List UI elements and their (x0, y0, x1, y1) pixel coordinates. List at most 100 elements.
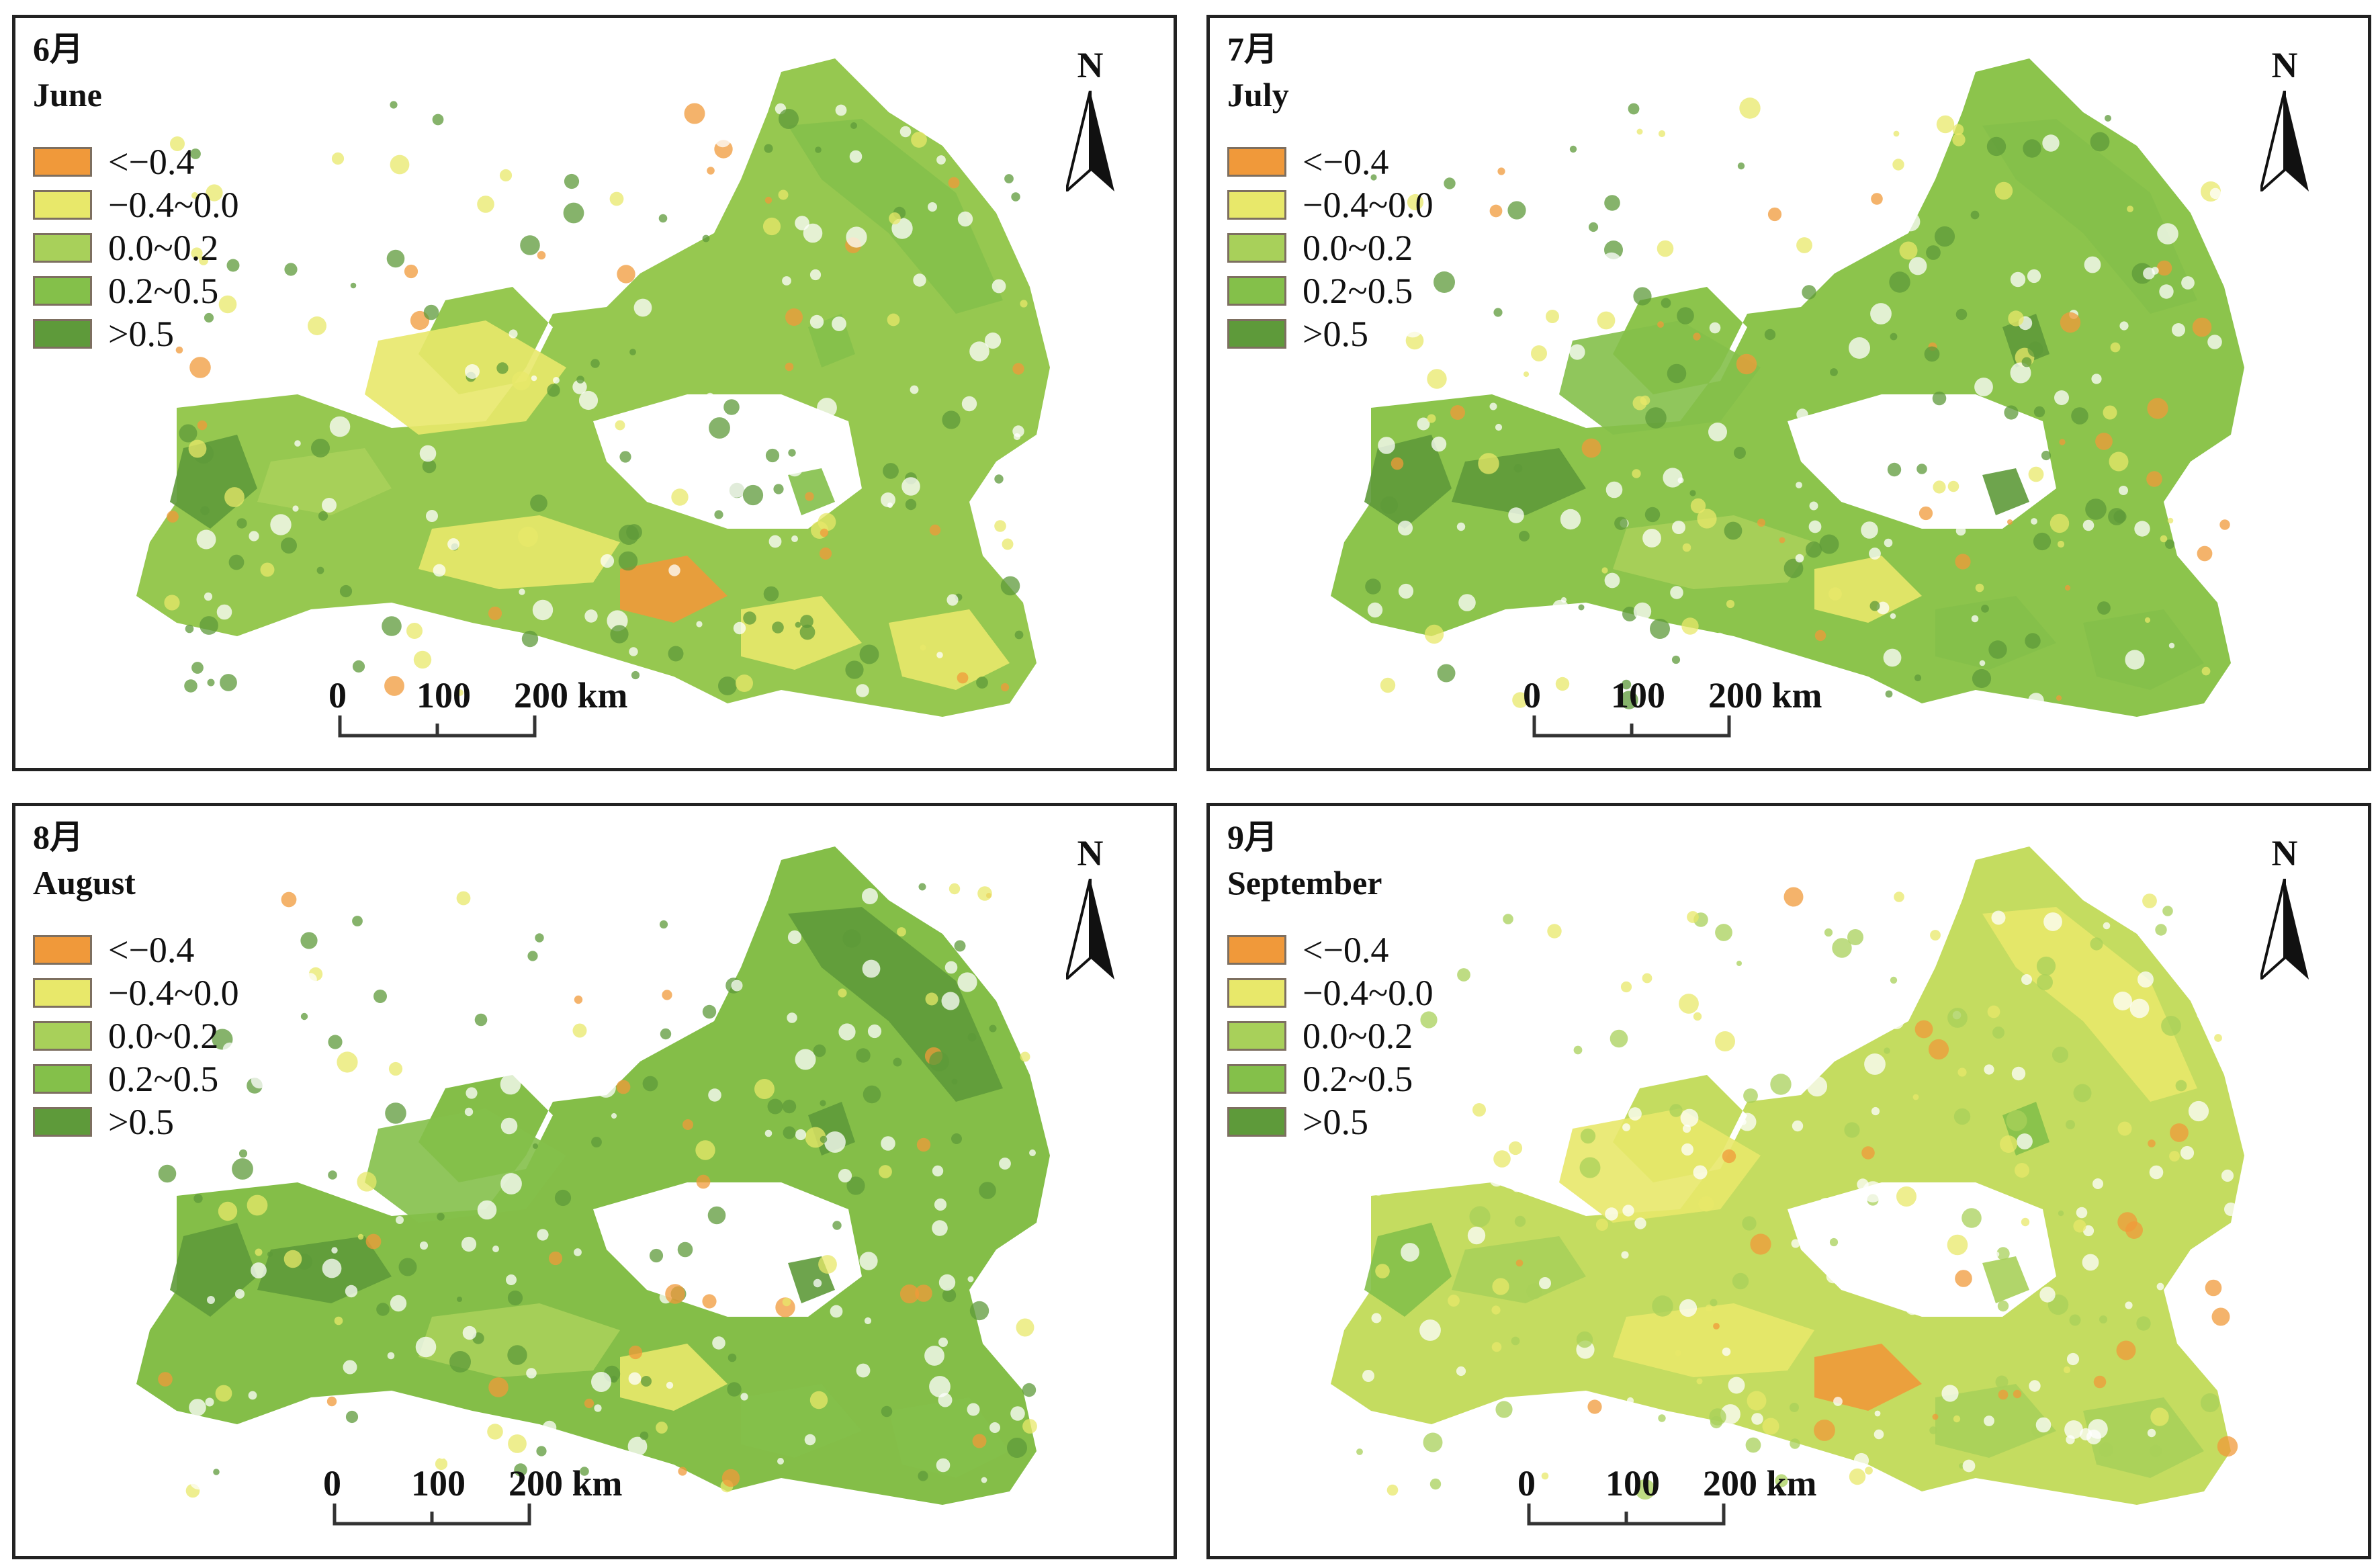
raster-speck (619, 913, 634, 928)
raster-speck (785, 308, 803, 326)
raster-speck (820, 528, 829, 537)
raster-speck (913, 273, 926, 287)
raster-speck (1620, 981, 1632, 993)
raster-speck (1713, 1323, 1720, 1330)
raster-speck (326, 1396, 337, 1407)
legend-label: 0.0~0.2 (108, 228, 219, 268)
raster-speck (507, 1290, 523, 1306)
class-patch (620, 556, 728, 623)
raster-speck (1871, 1106, 1880, 1116)
raster-speck (1386, 1484, 1399, 1496)
raster-speck (1419, 931, 1426, 938)
class-patch (741, 1384, 862, 1458)
raster-speck (951, 1133, 962, 1144)
raster-speck (1981, 605, 1989, 613)
raster-speck (1715, 924, 1732, 941)
raster-speck (1546, 310, 1559, 323)
raster-speck (184, 679, 197, 693)
raster-speck (1708, 423, 1727, 441)
map-panel-july: 7月 July <−0.4 −0.4~0.0 0.0~0.2 0.2~0.5 >0.5 … (1206, 15, 2371, 771)
raster-speck (1764, 329, 1776, 341)
raster-speck (1652, 1295, 1673, 1317)
raster-speck (251, 1072, 268, 1089)
raster-speck (642, 922, 653, 932)
raster-speck (412, 200, 430, 218)
raster-speck (967, 1276, 974, 1282)
raster-speck (2157, 223, 2178, 245)
raster-speck (1645, 407, 1667, 429)
raster-speck (584, 1398, 594, 1409)
raster-speck (532, 599, 554, 621)
raster-speck (2028, 693, 2044, 709)
raster-speck (1508, 507, 1524, 523)
raster-speck (1363, 419, 1371, 427)
raster-speck (1767, 207, 1782, 222)
raster-speck (415, 1336, 437, 1358)
raster-speck (1371, 1313, 1382, 1323)
raster-speck (1814, 1420, 1835, 1441)
raster-speck (327, 165, 335, 173)
raster-speck (2103, 405, 2117, 420)
raster-speck (191, 247, 203, 259)
raster-speck (765, 448, 780, 463)
raster-speck (2192, 479, 2205, 492)
raster-speck (2006, 1110, 2027, 1131)
raster-speck (2149, 1165, 2164, 1180)
raster-speck (426, 510, 438, 522)
raster-speck (578, 390, 599, 410)
raster-speck (668, 564, 680, 576)
raster-speck (702, 1294, 717, 1309)
raster-speck (1478, 453, 1499, 474)
raster-speck (1908, 257, 1927, 275)
raster-speck (846, 226, 867, 248)
raster-speck (1456, 1366, 1466, 1377)
raster-speck (2122, 882, 2141, 901)
raster-speck (1429, 1478, 1442, 1490)
raster-speck (538, 114, 560, 136)
raster-speck (311, 439, 330, 458)
raster-speck (1679, 1299, 1698, 1317)
raster-speck (574, 1248, 582, 1256)
raster-speck (1016, 1318, 1034, 1337)
raster-speck (2143, 267, 2155, 279)
raster-speck (736, 675, 753, 692)
raster-speck (838, 1023, 856, 1041)
raster-speck (2095, 433, 2113, 450)
raster-speck (509, 329, 518, 339)
raster-speck (2066, 1352, 2080, 1366)
raster-speck (764, 1129, 773, 1137)
raster-speck (564, 173, 580, 189)
raster-speck (764, 144, 773, 153)
raster-speck (2119, 321, 2129, 331)
raster-speck (236, 518, 247, 529)
raster-speck (506, 1274, 517, 1285)
raster-speck (1354, 626, 1364, 636)
raster-speck (1011, 192, 1020, 202)
raster-speck (439, 1453, 445, 1460)
raster-speck (641, 1376, 652, 1387)
raster-speck (398, 281, 406, 289)
raster-speck (477, 195, 494, 213)
class-patch (1982, 1256, 2029, 1303)
raster-speck (1557, 296, 1572, 310)
raster-speck (1911, 942, 1919, 950)
raster-speck (668, 646, 684, 662)
raster-speck (1808, 520, 1822, 533)
raster-speck (499, 169, 513, 182)
raster-speck (2148, 1139, 2156, 1147)
raster-speck (969, 341, 989, 361)
raster-speck (2021, 974, 2032, 985)
raster-speck (1745, 1437, 1761, 1453)
raster-speck (511, 371, 531, 391)
panel-title-cn: 9月 (1227, 818, 1278, 856)
raster-speck (856, 684, 869, 697)
raster-speck (1642, 973, 1652, 984)
raster-speck (1943, 1274, 1951, 1282)
raster-speck (864, 1317, 872, 1325)
raster-speck (1523, 898, 1538, 913)
raster-speck (200, 616, 218, 635)
raster-speck (1896, 1186, 1916, 1207)
raster-speck (677, 1242, 693, 1258)
raster-speck (419, 445, 437, 462)
raster-speck (1691, 660, 1700, 670)
